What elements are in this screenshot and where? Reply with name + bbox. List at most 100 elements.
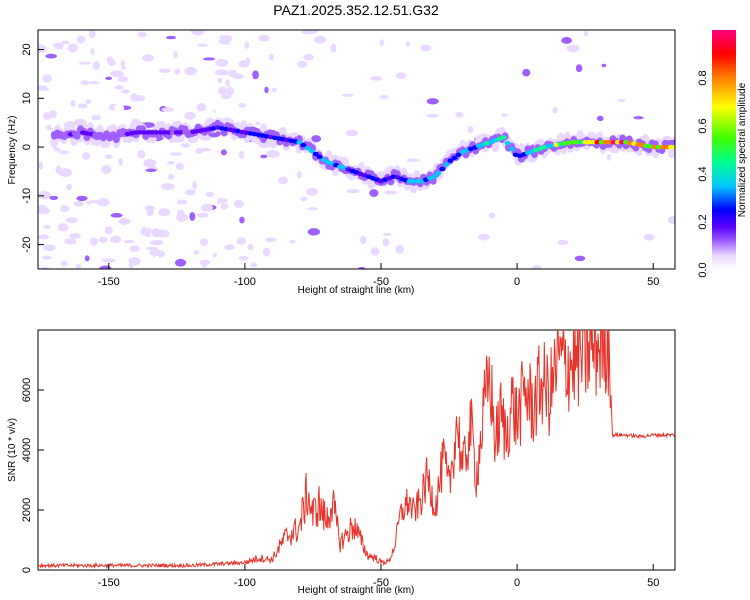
spectral-noise-blob <box>174 258 187 267</box>
spectral-noise-blob <box>52 42 64 49</box>
spectral-noise-blob <box>128 256 141 266</box>
spectral-noise-blob <box>175 162 184 171</box>
spectral-noise-blob <box>643 233 655 241</box>
colorbar-tick-label: 0.4 <box>697 166 709 181</box>
spectral-noise-blob <box>224 244 235 251</box>
spectral-noise-blob <box>254 148 264 155</box>
spectral-noise-blob <box>260 65 267 74</box>
spectral-noise-blob <box>297 60 308 68</box>
spectral-noise-blob <box>203 57 216 61</box>
spectral-noise-blob <box>105 154 113 159</box>
spectral-noise-blob <box>239 150 245 159</box>
spectral-noise-blob <box>522 68 531 77</box>
spectral-noise-blob <box>114 85 124 90</box>
spectrogram-x-tick-label: -100 <box>234 276 256 288</box>
spectral-noise-blob <box>220 94 232 99</box>
spectral-noise-blob <box>575 64 583 73</box>
spectral-noise-blob <box>238 255 249 261</box>
spectral-noise-blob <box>196 103 207 112</box>
spectral-noise-blob <box>67 43 78 53</box>
spectral-noise-blob <box>158 68 171 73</box>
spectral-noise-blob <box>218 37 233 45</box>
spectral-noise-blob <box>60 205 70 213</box>
spectrogram-y-tick-label: 20 <box>21 43 33 55</box>
spectral-noise-blob <box>167 160 175 165</box>
spectral-noise-blob <box>132 95 146 102</box>
spectral-noise-blob <box>151 228 161 238</box>
spectral-noise-blob <box>89 237 98 246</box>
spectral-noise-blob <box>379 94 389 100</box>
spectral-noise-blob <box>260 154 268 159</box>
spectral-ridge-core <box>500 135 507 140</box>
spectral-noise-blob <box>43 112 52 120</box>
spectral-noise-blob <box>346 264 360 269</box>
spectral-noise-blob <box>43 225 51 229</box>
spectral-ridge-core <box>443 162 450 167</box>
spectral-noise-blob <box>259 41 269 46</box>
spectral-noise-blob <box>38 234 50 240</box>
spectral-noise-blob <box>198 195 207 205</box>
spectral-noise-blob <box>200 238 208 246</box>
spectral-noise-blob <box>271 87 277 93</box>
spectral-noise-blob <box>88 30 96 39</box>
colorbar-gradient <box>712 30 736 270</box>
spectral-noise-blob <box>303 53 315 61</box>
spectral-noise-blob <box>137 150 146 159</box>
spectral-noise-blob <box>330 43 337 53</box>
spectral-noise-blob <box>199 259 211 266</box>
spectral-noise-blob <box>61 40 70 45</box>
snr-x-tick-label: -50 <box>373 577 389 589</box>
snr-x-ticks: -150 -100 -50 0 50 <box>98 564 659 589</box>
spectral-noise-blob <box>574 255 586 262</box>
spectral-noise-blob <box>78 61 91 65</box>
spectral-noise-blob <box>395 245 404 254</box>
spectral-noise-blob <box>200 203 213 212</box>
spectral-noise-blob <box>187 244 193 253</box>
snr-y-tick-label: 4000 <box>21 438 33 462</box>
spectral-ridge-core <box>431 174 438 180</box>
spectral-ridge-core <box>451 155 458 160</box>
spectral-noise-blob <box>110 70 124 78</box>
spectral-noise-blob <box>205 191 214 198</box>
spectral-noise-blob <box>152 240 163 244</box>
spectral-noise-blob <box>49 195 59 201</box>
spectral-noise-blob <box>105 76 112 81</box>
spectral-noise-blob <box>148 263 160 269</box>
spectral-noise-blob <box>244 41 250 49</box>
spectral-noise-blob <box>352 58 365 64</box>
spectral-noise-blob <box>233 199 244 208</box>
spectral-noise-blob <box>531 265 542 269</box>
spectrogram-x-tick-label: 0 <box>514 276 520 288</box>
spectral-noise-blob <box>384 190 397 195</box>
spectral-noise-blob <box>98 236 108 243</box>
colorbar-ticks: 0.0 0.2 0.4 0.6 0.8 <box>697 70 709 277</box>
spectral-noise-blob <box>566 44 580 53</box>
spectral-ridge-core <box>296 139 303 145</box>
spectral-noise-blob <box>289 239 296 244</box>
spectral-noise-blob <box>232 73 244 80</box>
spectral-noise-blob <box>55 165 62 174</box>
spectral-noise-blob <box>168 173 175 180</box>
spectral-noise-blob <box>64 238 77 245</box>
spectral-noise-blob <box>146 208 154 217</box>
spectral-noise-blob <box>177 199 188 205</box>
spectral-noise-blob <box>247 243 254 251</box>
spectral-noise-blob <box>218 35 233 39</box>
spectrogram-x-tick-label: -50 <box>373 276 389 288</box>
spectral-ridge-core <box>308 148 315 154</box>
spectral-noise-blob <box>145 168 157 172</box>
spectral-noise-blob <box>212 252 217 258</box>
spectral-ridge-core <box>508 146 515 152</box>
spectral-noise-blob <box>305 188 319 196</box>
colorbar-tick-label: 0.2 <box>697 214 709 229</box>
spectral-noise-blob <box>373 66 384 70</box>
spectral-noise-blob <box>225 79 230 87</box>
spectral-noise-blob <box>91 253 96 258</box>
spectral-noise-blob <box>90 47 95 55</box>
spectral-noise-blob <box>161 107 175 112</box>
spectral-noise-blob <box>395 72 407 79</box>
spectral-noise-blob <box>426 98 439 105</box>
spectral-noise-blob <box>85 99 92 105</box>
spectral-noise-blob <box>69 233 81 239</box>
